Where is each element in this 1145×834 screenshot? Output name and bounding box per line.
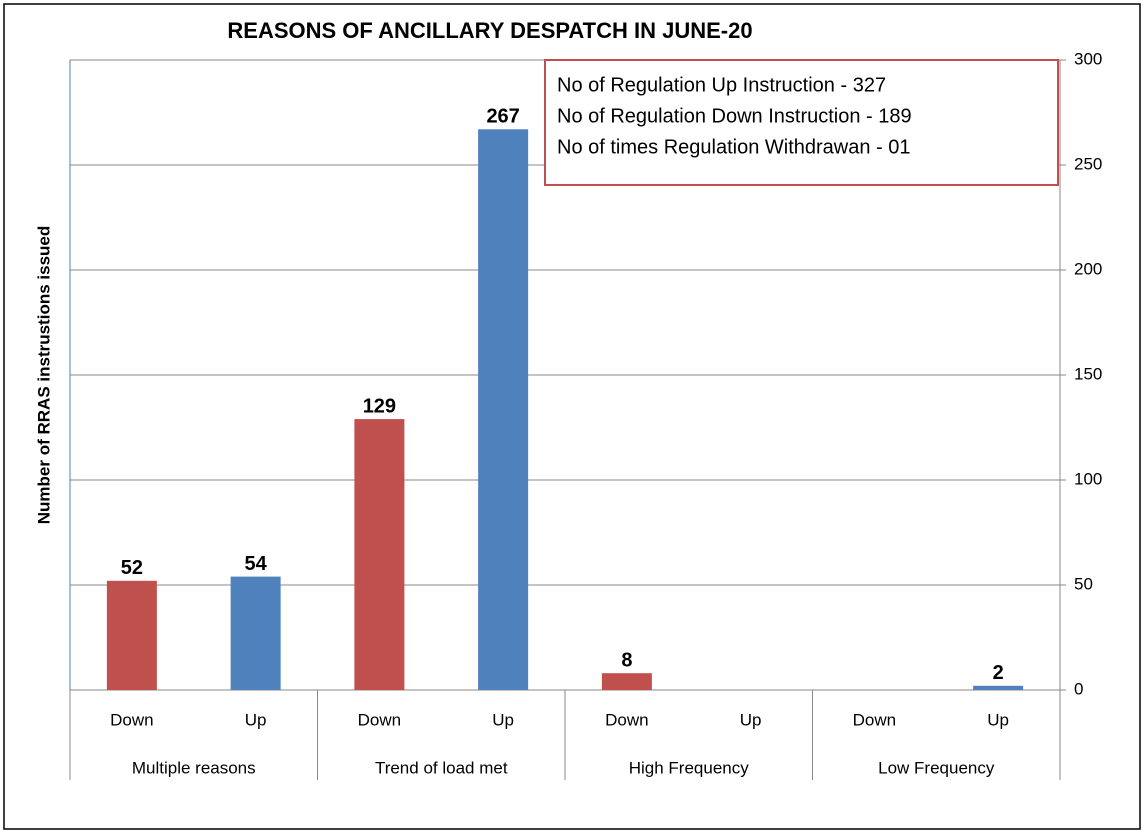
x-tick-label: Up — [245, 710, 267, 729]
value-label: 267 — [486, 106, 519, 128]
group-label: Trend of load met — [375, 758, 508, 777]
bar — [478, 129, 529, 691]
value-label: 52 — [121, 557, 143, 579]
x-tick-label: Down — [110, 710, 153, 729]
chart-title: REASONS OF ANCILLARY DESPATCH IN JUNE-20 — [227, 18, 752, 43]
annotation: No of times Regulation Withdrawan - 01 — [557, 136, 911, 158]
value-label: 2 — [993, 662, 1004, 684]
bar — [601, 673, 652, 690]
annotation-box — [544, 59, 1059, 186]
y-tick-label: 50 — [1074, 574, 1093, 593]
y-tick-label: 300 — [1074, 49, 1102, 68]
bar — [106, 580, 157, 690]
y-tick-label: 100 — [1074, 469, 1102, 488]
y-tick-label: 200 — [1074, 259, 1102, 278]
x-tick-label: Down — [605, 710, 648, 729]
value-label: 54 — [245, 553, 268, 575]
annotation: No of Regulation Up Instruction - 327 — [557, 74, 886, 96]
group-label: High Frequency — [629, 758, 750, 777]
bar — [973, 685, 1024, 690]
group-label: Low Frequency — [878, 758, 995, 777]
bar — [230, 576, 281, 690]
y-tick-label: 250 — [1074, 154, 1102, 173]
x-tick-label: Up — [987, 710, 1009, 729]
value-label: 129 — [363, 395, 396, 417]
x-tick-label: Down — [853, 710, 896, 729]
group-label: Multiple reasons — [132, 758, 256, 777]
y-axis-label: Number of RRAS instrustions issued — [34, 226, 53, 524]
annotation: No of Regulation Down Instruction - 189 — [557, 105, 912, 127]
x-tick-label: Down — [358, 710, 401, 729]
bar — [354, 419, 405, 690]
value-label: 8 — [621, 649, 632, 671]
y-tick-label: 150 — [1074, 364, 1102, 383]
x-tick-label: Up — [740, 710, 762, 729]
y-tick-label: 0 — [1074, 679, 1083, 698]
x-tick-label: Up — [492, 710, 514, 729]
